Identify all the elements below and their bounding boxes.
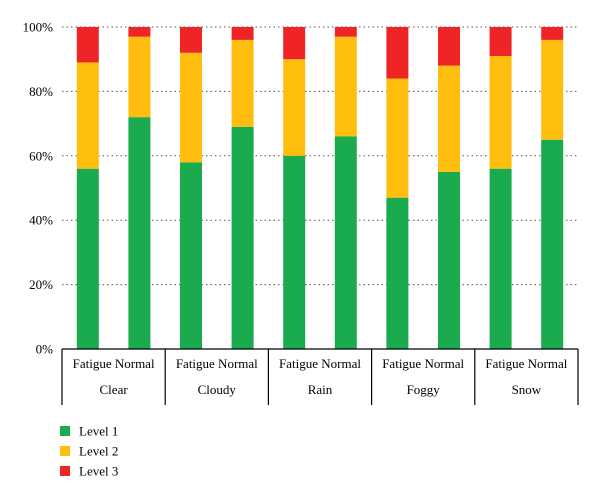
y-axis: 0% 20% 40% 60% 80% 100% (23, 20, 54, 357)
bar-segment-level-2 (76, 62, 99, 169)
legend-label: Level 1 (79, 424, 118, 439)
bar-segment-level-3 (76, 27, 99, 63)
legend-swatch (60, 426, 70, 436)
bar-segment-level-3 (334, 27, 357, 37)
x-subcategory-labels: Fatigue Normal (382, 356, 464, 371)
legend-label: Level 2 (79, 444, 118, 459)
bar-segment-level-2 (489, 55, 512, 169)
legend: Level 1 Level 2 Level 3 (60, 424, 118, 479)
y-tick-label: 80% (29, 84, 53, 99)
bar-segment-level-1 (438, 171, 460, 349)
bar-segment-level-3 (128, 27, 151, 37)
bar-segment-level-3 (231, 27, 254, 40)
bar-segment-level-3 (283, 27, 306, 60)
x-group-label: Clear (100, 382, 129, 397)
x-group-label: Cloudy (198, 382, 237, 397)
bar-segment-level-2 (386, 78, 409, 198)
legend-swatch (60, 446, 70, 456)
bar-segment-level-1 (128, 117, 151, 349)
x-axis: Fatigue Normal Clear Fatigue Normal Cloudy F… (61, 348, 579, 405)
bar-segment-level-3 (180, 27, 202, 53)
y-tick-label: 100% (23, 20, 54, 35)
bar-segment-level-2 (334, 36, 357, 137)
x-subcategory-labels: Fatigue Normal (73, 356, 155, 371)
x-subcategory-labels: Fatigue Normal (176, 356, 258, 371)
bar-segment-level-2 (128, 36, 151, 118)
bars (76, 27, 564, 349)
bar-segment-level-3 (541, 27, 564, 40)
bar-segment-level-1 (386, 197, 409, 349)
bar-segment-level-1 (180, 162, 202, 349)
bar-segment-level-2 (283, 59, 306, 156)
bar-segment-level-2 (231, 39, 254, 127)
y-tick-label: 0% (36, 342, 54, 357)
bar-segment-level-3 (386, 27, 409, 79)
y-tick-label: 40% (29, 213, 53, 228)
bar-segment-level-1 (489, 168, 512, 349)
bar-segment-level-2 (438, 65, 460, 172)
x-group-label: Snow (512, 382, 542, 397)
x-subcategory-labels: Fatigue Normal (279, 356, 361, 371)
bar-segment-level-1 (334, 136, 357, 349)
bar-segment-level-2 (180, 52, 202, 163)
legend-label: Level 3 (79, 464, 118, 479)
x-group-label: Rain (308, 382, 333, 397)
y-tick-label: 60% (29, 148, 53, 163)
bar-segment-level-3 (489, 27, 512, 56)
bar-segment-level-1 (76, 168, 99, 349)
bar-segment-level-3 (438, 27, 460, 66)
bar-segment-level-2 (541, 39, 564, 140)
bar-segment-level-1 (231, 126, 254, 349)
y-tick-label: 20% (29, 277, 53, 292)
bar-segment-level-1 (541, 139, 564, 349)
x-subcategory-labels: Fatigue Normal (485, 356, 567, 371)
x-group-label: Foggy (407, 382, 441, 397)
legend-swatch (60, 466, 70, 476)
bar-segment-level-1 (283, 155, 306, 349)
